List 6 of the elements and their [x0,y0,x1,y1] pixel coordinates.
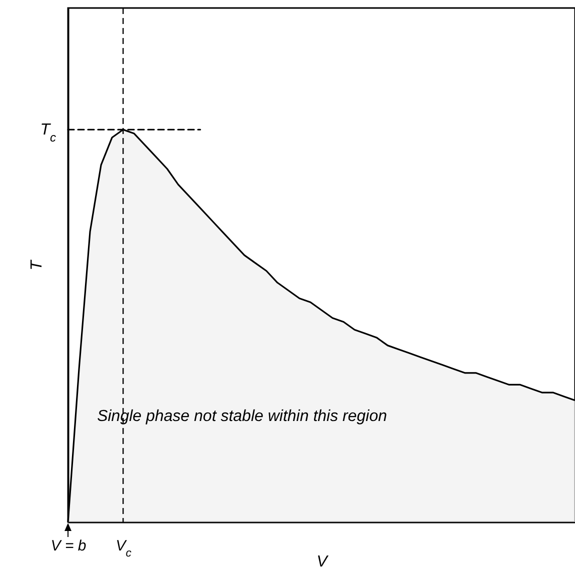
x-tick-label: V = b [50,538,86,554]
y-axis-title: T [28,259,46,270]
annotation: Single phase not stable within this region [97,408,388,426]
x-axis-title: V [316,554,329,570]
x-tick-label: V$_{c}$ [116,538,132,560]
text: T$_{c}$ [40,122,56,145]
